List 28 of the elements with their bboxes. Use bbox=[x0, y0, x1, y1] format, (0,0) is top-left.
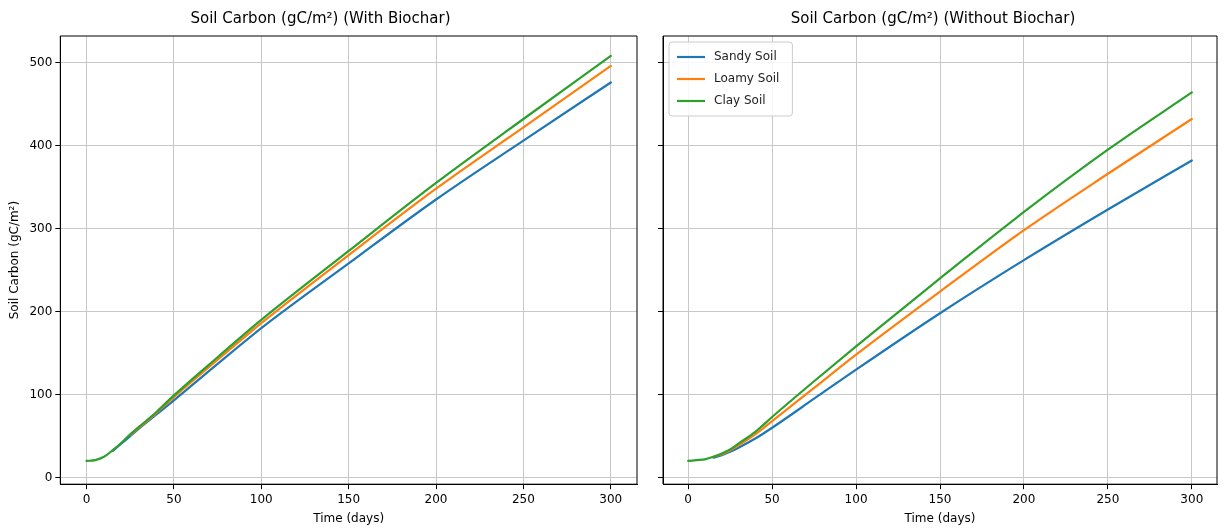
x-tick-label: 300 bbox=[599, 491, 623, 506]
x-tick-label: 150 bbox=[928, 491, 952, 506]
y-tick-label: 100 bbox=[29, 386, 53, 401]
x-tick-label: 300 bbox=[1180, 491, 1204, 506]
legend-label: Clay Soil bbox=[714, 93, 766, 108]
legend-label: Sandy Soil bbox=[714, 49, 777, 64]
x-tick-label: 50 bbox=[166, 491, 182, 506]
y-tick-label: 200 bbox=[29, 303, 53, 318]
y-tick-label: 500 bbox=[29, 54, 53, 69]
x-tick-label: 200 bbox=[1012, 491, 1036, 506]
x-tick-label: 200 bbox=[424, 491, 448, 506]
x-tick-label: 0 bbox=[684, 491, 692, 506]
x-axis-title: Time (days) bbox=[312, 510, 385, 525]
x-axis-title: Time (days) bbox=[903, 510, 976, 525]
x-tick-label: 100 bbox=[249, 491, 273, 506]
legend-label: Loamy Soil bbox=[714, 71, 780, 86]
x-tick-label: 250 bbox=[1096, 491, 1120, 506]
y-axis-title: Soil Carbon (gC/m²) bbox=[7, 200, 22, 320]
x-tick-label: 0 bbox=[82, 491, 91, 506]
chart-title: Soil Carbon (gC/m²) (Without Biochar) bbox=[790, 8, 1076, 27]
y-tick-label: 0 bbox=[44, 469, 53, 484]
x-tick-label: 150 bbox=[337, 491, 361, 506]
chart-title: Soil Carbon (gC/m²) (With Biochar) bbox=[190, 8, 451, 27]
x-tick-label: 100 bbox=[844, 491, 868, 506]
y-tick-label: 300 bbox=[29, 220, 53, 235]
x-tick-label: 50 bbox=[764, 491, 780, 506]
y-tick-label: 400 bbox=[29, 137, 53, 152]
x-tick-label: 250 bbox=[511, 491, 535, 506]
